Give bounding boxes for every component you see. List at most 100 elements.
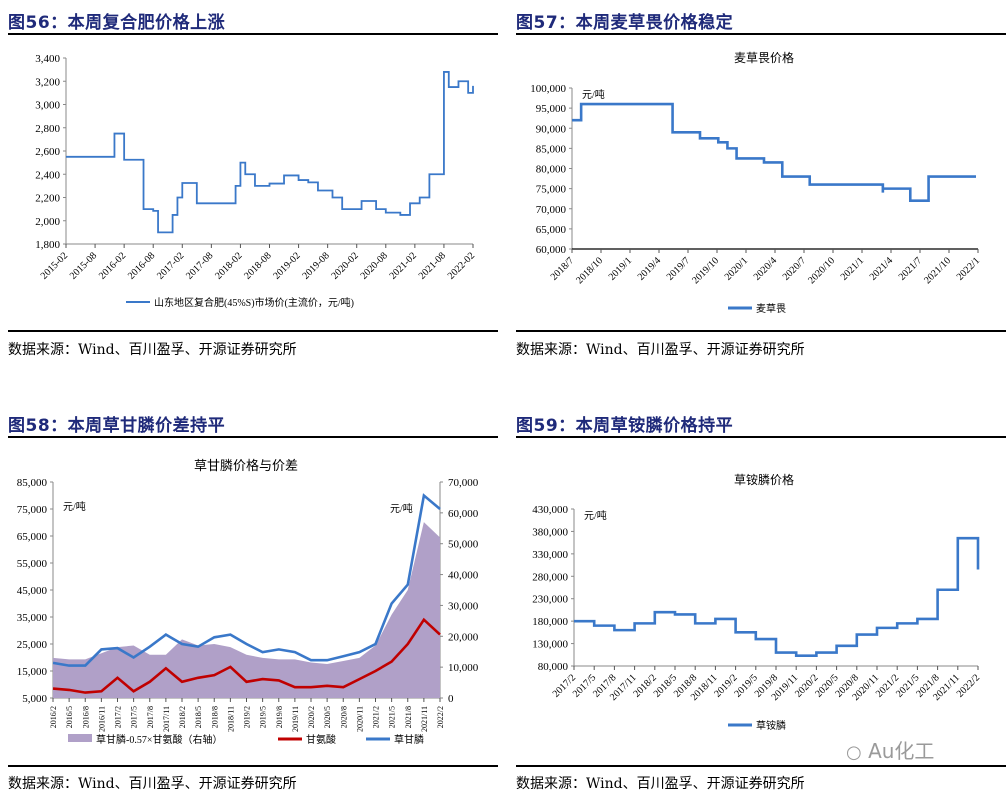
y-tick-label: 2,000 [35,216,60,228]
fig59-unit-label: 元/吨 [584,509,607,522]
fig59-plot: 草铵膦价格 80,000 130,000 180,000 230,000 280,000 3… [532,472,982,732]
fig56-legend: 山东地区复合肥(45%S)市场价(主流价，元/吨) [126,296,354,309]
fig57-unit-label: 元/吨 [582,88,605,101]
y-tick-label: 2,800 [35,123,60,135]
x-tick-label: 2021/1 [839,255,866,282]
fig59-chart-title: 草铵膦价格 [734,472,794,487]
y-tick-label: 2,600 [35,146,60,158]
x-tick-label: 2022/2 [436,706,445,728]
x-tick-label: 2019/11 [291,706,300,732]
y-tick-label: 80,000 [538,661,569,673]
y-tick-label: 75,000 [536,184,567,196]
y-tick-label: 180,000 [532,616,568,628]
fig56-series-line [66,71,474,234]
y-tick-label: 330,000 [532,549,568,561]
x-tick-label: 2021/11 [420,706,429,732]
title-divider [516,436,1006,438]
x-tick-label: 2015-08 [68,250,99,281]
watermark: ○ Au化工 [846,739,935,763]
y-tick-label: 280,000 [532,571,568,583]
fig58-spread-area [53,522,440,698]
x-tick-label: 2018/2 [178,706,187,728]
y-tick-label: 85,000 [536,143,567,155]
source-divider [8,765,498,767]
y-tick-label: 3,000 [35,100,60,112]
x-tick-label: 2017/11 [162,706,171,732]
legend-label: 山东地区复合肥(45%S)市场价(主流价，元/吨) [154,296,354,309]
x-tick-label: 2016/11 [97,706,106,732]
x-tick-label: 2019-02 [271,250,302,281]
figure-57-title: 图57：本周麦草畏价格稳定 [516,13,734,33]
y-tick-label: 430,000 [532,504,568,516]
x-tick-label: 2020-08 [359,250,390,281]
x-tick-label: 2017/5 [130,706,139,728]
fig59-legend: 草铵膦 [728,719,786,732]
x-tick-label: 2022/1 [955,255,982,282]
x-tick-label: 2019/7 [665,255,692,282]
x-tick-label: 2020/5 [323,706,332,728]
y-right-tick-label: 70,000 [448,477,479,489]
legend-label: 甘氨酸 [306,733,336,746]
wechat-icon: ○ [846,742,862,763]
figure-57-panel: 图57：本周麦草畏价格稳定 麦草畏价格 60,000 65,000 70,000 75,… [516,0,1006,370]
y-tick-label: 70,000 [536,204,567,216]
x-tick-label: 2022/2 [955,672,982,699]
y-tick-label: 130,000 [532,639,568,651]
x-tick-label: 2019/2 [243,706,252,728]
x-tick-label: 2018/7 [549,255,576,282]
x-tick-label: 2016-08 [126,250,157,281]
fig58-legend: 草甘膦-0.57×甘氨酸（右轴） 甘氨酸 草甘膦 [68,733,424,746]
x-tick-label: 2021/10 [922,255,953,286]
title-divider [8,33,498,35]
y-tick-label: 85,000 [17,477,48,489]
figure-56-source: 数据来源：Wind、百川盈孚、开源证券研究所 [8,342,297,358]
x-tick-label: 2017-08 [184,250,215,281]
x-tick-label: 2019-08 [300,250,331,281]
y-tick-label: 3,200 [35,76,60,88]
source-divider [8,330,498,332]
x-tick-label: 2018/8 [210,706,219,728]
figure-57-source: 数据来源：Wind、百川盈孚、开源证券研究所 [516,342,805,358]
x-tick-label: 2020/10 [806,255,837,286]
legend-label: 麦草畏 [756,303,786,315]
fig59-series-line [574,536,980,657]
fig58-chart: 草甘膦价格与价差 5,000 15,000 25,000 35,000 45,000 55,… [17,458,479,746]
fig58-unit-left: 元/吨 [63,500,86,513]
source-divider [516,330,1006,332]
figure-58-title: 图58：本周草甘膦价差持平 [8,416,226,436]
fig57-chart: 麦草畏价格 60,000 65,000 70,000 75,000 80,000 85,00… [530,50,982,315]
x-tick-label: 2021/8 [404,706,413,728]
figure-59-title: 图59：本周草铵膦价格持平 [516,416,734,436]
x-tick-label: 2017-02 [155,250,186,281]
y-tick-label: 45,000 [17,585,48,597]
x-tick-label: 2018/5 [194,706,203,728]
y-tick-label: 95,000 [536,103,567,115]
y-tick-label: 90,000 [536,123,567,135]
x-tick-label: 2020/11 [355,706,364,732]
x-tick-label: 2018/10 [574,255,605,286]
x-tick-label: 2020/4 [752,255,779,282]
y-tick-label: 380,000 [532,526,568,538]
x-tick-label: 2020/7 [781,255,808,282]
x-tick-label: 2018-02 [213,250,244,281]
y-tick-label: 3,400 [35,53,60,65]
x-tick-label: 2021-02 [388,250,419,281]
figure-58-source: 数据来源：Wind、百川盈孚、开源证券研究所 [8,776,297,792]
x-tick-label: 2016/8 [81,706,90,728]
y-tick-label: 65,000 [536,224,567,236]
y-tick-label: 80,000 [536,164,567,176]
y-right-tick-label: 40,000 [448,570,479,582]
x-tick-label: 2020-02 [329,250,360,281]
fig57-series-line [572,102,976,202]
fig57-plot: 麦草畏价格 60,000 65,000 70,000 75,000 80,000 85,00… [530,50,982,315]
y-tick-label: 35,000 [17,612,48,624]
figure-58-panel: 图58：本周草甘膦价差持平 草甘膦价格与价差 5,000 15,000 25,000 3… [8,400,498,797]
x-tick-label: 2021/7 [897,255,924,282]
fig58-plot: 草甘膦价格与价差 5,000 15,000 25,000 35,000 45,000 55,… [17,458,479,746]
y-tick-label: 100,000 [530,83,566,95]
fig58-chart-title: 草甘膦价格与价差 [194,458,298,473]
fig56-chart: 1,800 2,000 2,200 2,400 2,600 2,800 3,000 3,200… [35,53,477,309]
x-tick-label: 2019/1 [607,255,634,282]
y-tick-label: 25,000 [17,639,48,651]
figure-59-panel: 图59：本周草铵膦价格持平 草铵膦价格 80,000 130,000 180,000 2… [516,400,1006,797]
